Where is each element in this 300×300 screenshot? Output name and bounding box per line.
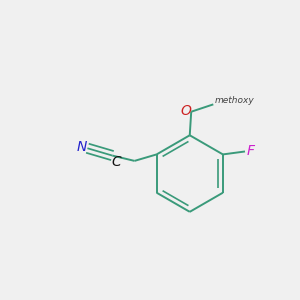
Text: O: O	[181, 103, 191, 118]
Text: N: N	[77, 140, 87, 154]
Text: C: C	[111, 155, 121, 169]
Text: F: F	[247, 144, 255, 158]
Text: methoxy: methoxy	[215, 96, 254, 105]
